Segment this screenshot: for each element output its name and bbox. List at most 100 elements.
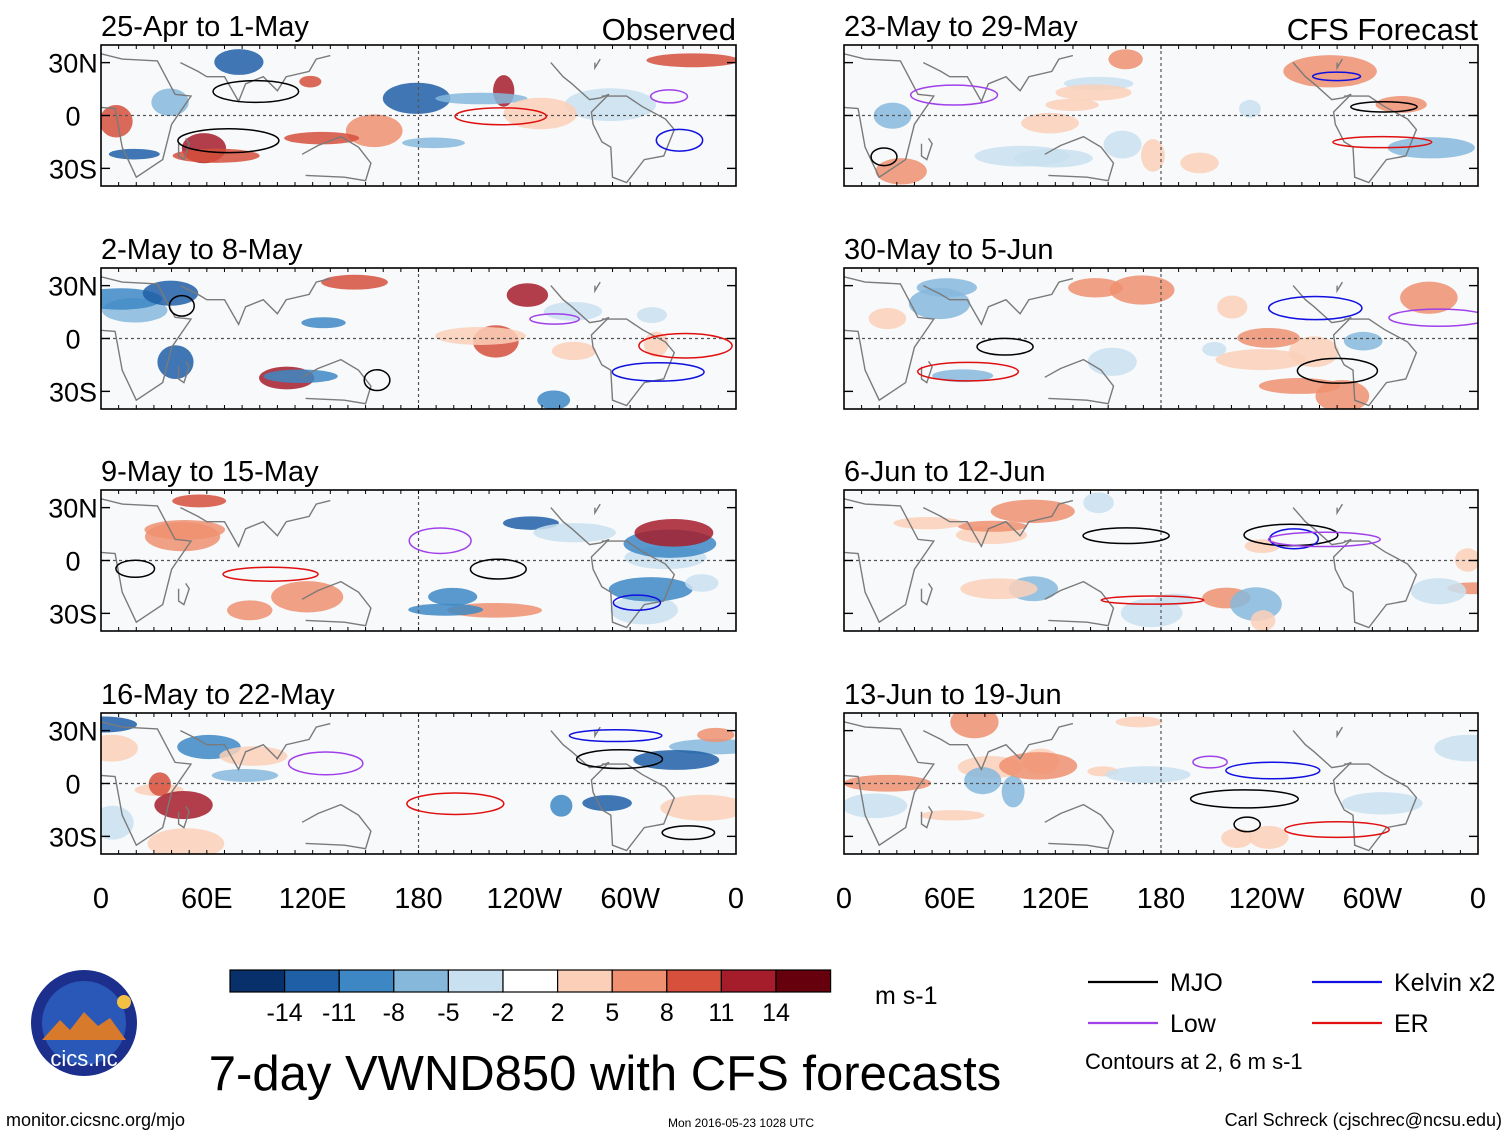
wave-contour [168, 294, 195, 317]
legend: MJO Kelvin x2 Low ER Contours at 2, 6 m s-1 [1085, 969, 1495, 1074]
anomaly-blob [1244, 539, 1280, 554]
coastline [101, 276, 193, 402]
colorbar-tick-label: 11 [708, 999, 734, 1027]
colorbar-unit: m s-1 [875, 982, 938, 1010]
anomaly-blob [1068, 278, 1123, 298]
anomaly-blob [1215, 349, 1306, 371]
wave-contour [1100, 595, 1205, 605]
colorbar-swatch [393, 969, 449, 993]
coastline [101, 498, 193, 624]
anomaly-blob [1045, 98, 1099, 111]
anomaly-blob [1108, 49, 1143, 70]
colorbar-tick-label: 8 [660, 999, 674, 1027]
coastline [1044, 580, 1115, 627]
wave-contour [454, 107, 548, 126]
anomaly-blob [1387, 137, 1475, 159]
anomaly-blob [301, 317, 346, 329]
panel-field [101, 713, 736, 854]
y-tick-label: 0 [65, 325, 80, 355]
wave-contour [177, 127, 280, 154]
anomaly-blob [960, 578, 1038, 600]
anomaly-blob [214, 49, 264, 75]
coastline [1044, 135, 1115, 182]
colorbar-swatch [229, 969, 286, 993]
legend-label: Kelvin x2 [1394, 969, 1495, 997]
coastline [101, 53, 193, 179]
colorbar-tick-label: 5 [605, 999, 619, 1027]
anomaly-blob [1021, 112, 1079, 134]
wave-contour [568, 729, 663, 743]
wave-contour [1082, 527, 1170, 545]
anomaly-blob [101, 105, 133, 138]
wave-contour [1388, 308, 1478, 328]
wave-contour [1225, 761, 1321, 780]
anomaly-blob [932, 369, 994, 383]
wave-contour [406, 792, 505, 816]
colorbar-tick-label: -5 [437, 999, 459, 1027]
anomaly-blob [154, 790, 213, 820]
wave-contour [612, 594, 662, 611]
panel-field [844, 713, 1478, 854]
anomaly-blob [537, 390, 571, 409]
footer-timestamp: Mon 2016-05-23 1028 UTC [668, 1116, 815, 1130]
panel-7: 13-Jun to 19-Jun [843, 679, 1479, 855]
wave-contour [661, 825, 716, 841]
anomaly-blob [990, 499, 1075, 524]
x-axes: 0 60E 120E 180 120W 60W 0 0 60E 120E 180 120W 60W 0 [93, 883, 1486, 915]
coastline [101, 721, 193, 847]
wave-contour [1192, 755, 1228, 769]
y-tick-label: 30S [49, 377, 97, 407]
anomaly-blob [101, 734, 138, 762]
x-tick-label: 60W [600, 883, 660, 915]
colorbar: -14 -11 -8 -5 -2 2 5 8 11 14 m s-1 [229, 969, 938, 1027]
coastline [1292, 507, 1418, 629]
anomaly-blob [908, 287, 971, 320]
wave-contour [287, 751, 364, 776]
coastline [922, 54, 1074, 104]
y-tick-label: 30N [48, 717, 98, 747]
x-tick-label: 120E [279, 883, 347, 915]
anomaly-blob [506, 283, 549, 307]
panel-label: 23-May to 29-May [844, 11, 1078, 43]
wave-contour [212, 79, 300, 104]
anomaly-blob [543, 301, 603, 321]
x-tick-label: 120W [1229, 883, 1305, 915]
coastline [1292, 285, 1418, 407]
wave-contour [408, 527, 472, 555]
colorbar-swatch [338, 969, 395, 993]
coastline [920, 583, 933, 606]
anomaly-blob [1217, 295, 1248, 319]
y-tick-label: 30S [49, 154, 97, 184]
panel-1: 30N 0 30S 2-May to 8-May [48, 234, 737, 410]
anomaly-blob [157, 345, 194, 380]
panel-2: 30N 0 30S 9-May to 15-May [48, 456, 737, 632]
coastline [177, 361, 190, 384]
x-tick-label: 0 [1470, 883, 1486, 915]
panel-0: 30N 0 30S 25-Apr to 1-May Observed [48, 11, 737, 187]
colorbar-tick-label: -14 [267, 999, 303, 1027]
colorbar-swatch [666, 969, 722, 993]
coastline [1336, 281, 1343, 294]
colorbar-swatch [775, 969, 832, 993]
anomaly-blob [1248, 825, 1289, 849]
anomaly-blob [211, 768, 279, 782]
wave-contour [1233, 816, 1261, 833]
panel-label: 2-May to 8-May [101, 234, 303, 266]
anomaly-blob [1237, 328, 1300, 348]
anomaly-blob [435, 326, 527, 345]
anomaly-blob [1180, 152, 1219, 174]
coastline [550, 285, 676, 407]
panel-label: 25-Apr to 1-May [101, 11, 309, 43]
chart-title: 7-day VWND850 with CFS forecasts [209, 1047, 1001, 1101]
x-tick-label: 60W [1343, 883, 1403, 915]
wave-contour [529, 313, 581, 325]
colorbar-swatch [284, 969, 340, 993]
coastline [1336, 726, 1343, 739]
colorbar-swatch [556, 969, 613, 993]
panel-3: 30N 0 30S 16-May to 22-May [48, 679, 737, 855]
wave-contour [1189, 789, 1299, 809]
anomaly-blob [299, 75, 322, 88]
wave-contour [115, 559, 156, 579]
y-tick-label: 30S [49, 599, 97, 629]
anomaly-blob [1315, 380, 1370, 409]
